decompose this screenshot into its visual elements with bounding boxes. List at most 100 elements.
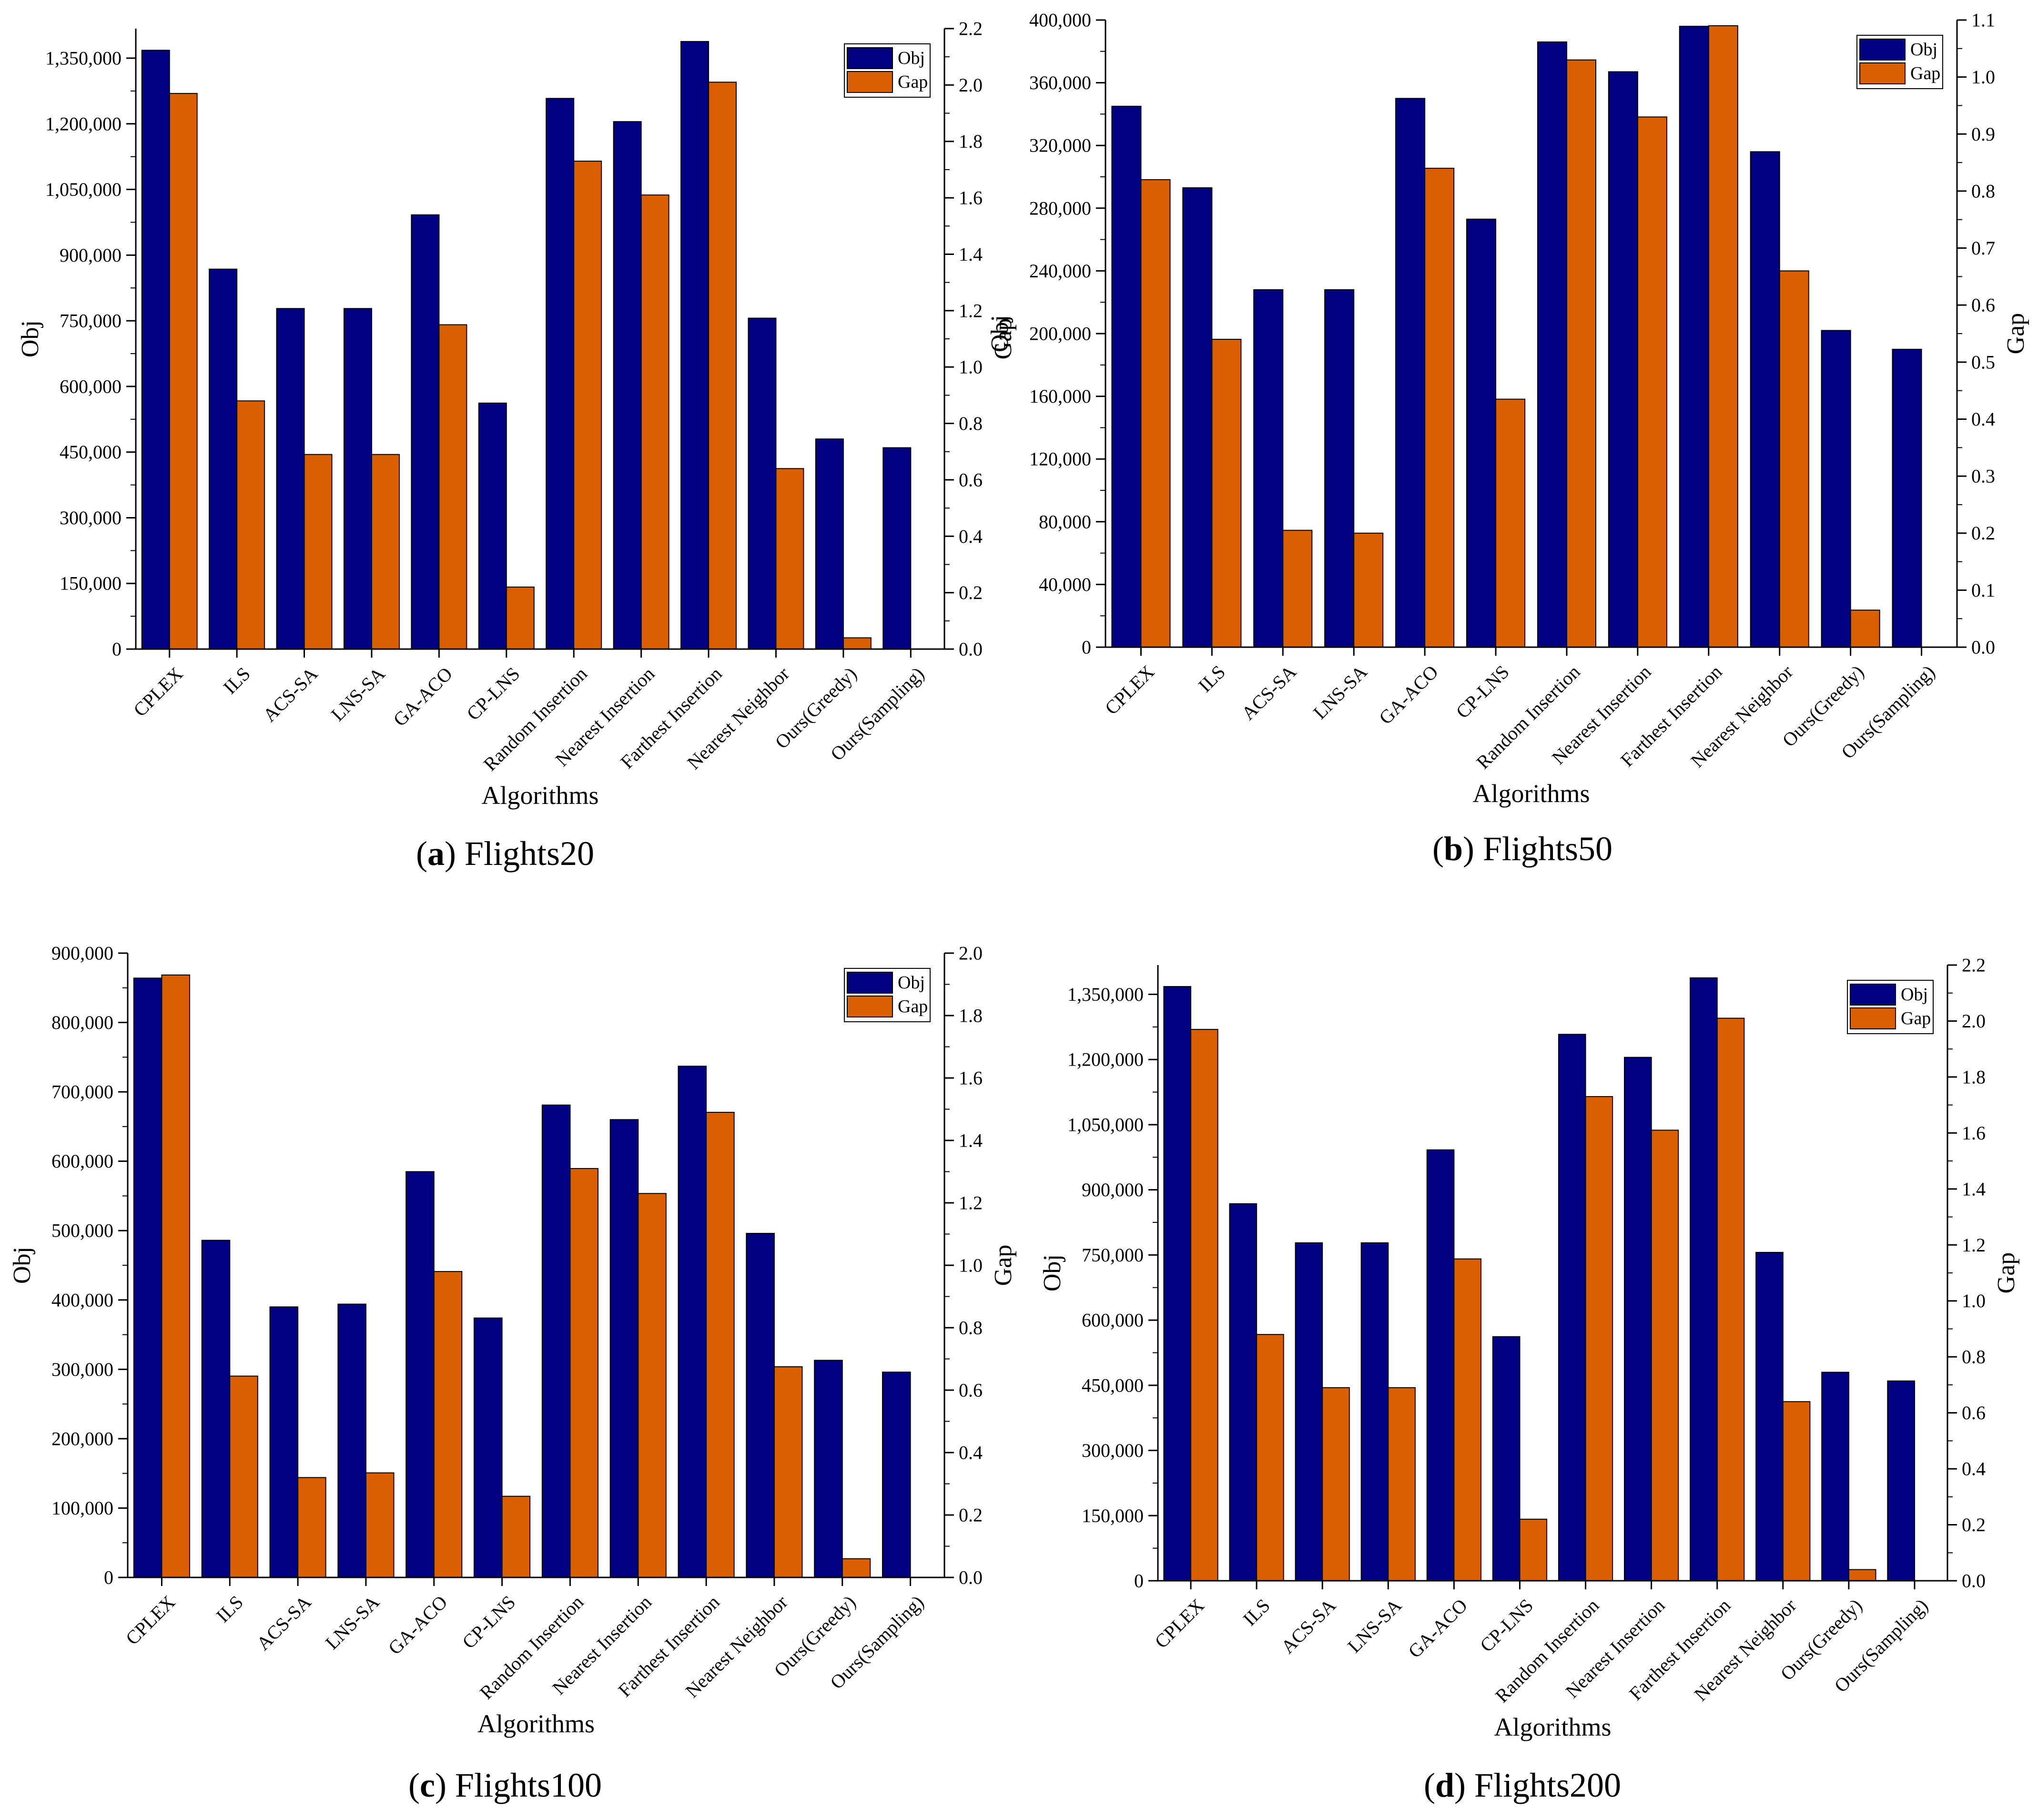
y-tick-label: 600,000 bbox=[1082, 1310, 1144, 1331]
bar-obj bbox=[1360, 1242, 1389, 1581]
bar-gap bbox=[433, 1271, 463, 1578]
y-tick-label: 1,200,000 bbox=[1067, 1049, 1144, 1070]
y-tick-label: 600,000 bbox=[60, 376, 122, 397]
legend-label-gap: Gap bbox=[1910, 63, 1940, 83]
y-tick-label: 600,000 bbox=[51, 1150, 113, 1172]
bar-gap bbox=[1850, 610, 1880, 648]
y2-tick-label: 0.2 bbox=[1962, 1514, 1986, 1535]
legend-label-obj: Obj bbox=[1910, 40, 1937, 60]
bar-obj bbox=[1821, 330, 1851, 648]
bar-obj bbox=[406, 1171, 435, 1578]
bar-gap bbox=[1495, 398, 1526, 648]
bar-gap bbox=[304, 454, 333, 650]
bar-gap bbox=[842, 637, 872, 650]
y2-tick-label: 0.8 bbox=[959, 1317, 983, 1339]
bar-gap bbox=[706, 1112, 735, 1578]
legend-label-gap: Gap bbox=[898, 996, 928, 1017]
y2-tick-label: 0.0 bbox=[1971, 637, 1995, 658]
bar-obj bbox=[1111, 105, 1142, 648]
bar-obj bbox=[337, 1303, 366, 1578]
bar-obj bbox=[1537, 41, 1567, 648]
y2-tick-label: 0.6 bbox=[959, 1380, 983, 1401]
legend-label-gap: Gap bbox=[1901, 1008, 1931, 1028]
caption-letter: c bbox=[420, 1766, 435, 1804]
bar-gap bbox=[1848, 1569, 1876, 1581]
y-axis-title: Obj bbox=[1039, 1254, 1066, 1291]
y-tick-label: 120,000 bbox=[1029, 448, 1091, 470]
bar-gap bbox=[1637, 116, 1667, 648]
bar-obj bbox=[1750, 151, 1780, 648]
y-tick-label: 150,000 bbox=[1082, 1505, 1144, 1526]
y-tick-label: 400,000 bbox=[1029, 10, 1091, 31]
y2-tick-label: 1.6 bbox=[959, 1068, 983, 1089]
y2-tick-label: 1.6 bbox=[1962, 1122, 1986, 1144]
y2-tick-label: 1.2 bbox=[1962, 1234, 1986, 1256]
y-tick-label: 0 bbox=[112, 639, 122, 660]
y2-axis-title: Gap bbox=[2002, 313, 2029, 355]
y-tick-label: 300,000 bbox=[60, 507, 122, 529]
bar-gap bbox=[506, 586, 535, 650]
bar-gap bbox=[1519, 1518, 1548, 1582]
caption-paren-open: ( bbox=[408, 1766, 420, 1804]
y2-tick-label: 1.4 bbox=[959, 1130, 983, 1151]
bar-obj bbox=[276, 308, 305, 650]
y-tick-label: 700,000 bbox=[51, 1081, 113, 1103]
bar-gap bbox=[1782, 1401, 1811, 1582]
bar-obj bbox=[1492, 1336, 1521, 1581]
bar-gap bbox=[1282, 529, 1313, 648]
bar-obj bbox=[1466, 218, 1497, 648]
bar-obj bbox=[746, 1233, 775, 1578]
y2-tick-label: 1.2 bbox=[959, 1192, 983, 1214]
caption: (a) Flights20 bbox=[416, 834, 594, 873]
y2-axis-title: Gap bbox=[990, 1245, 1017, 1286]
y-tick-label: 1,350,000 bbox=[45, 48, 122, 69]
bar-gap bbox=[569, 1168, 598, 1578]
bar-obj bbox=[1324, 289, 1355, 648]
caption: (d) Flights200 bbox=[1424, 1766, 1621, 1804]
y-tick-label: 1,050,000 bbox=[1067, 1114, 1144, 1135]
bar-obj bbox=[680, 41, 710, 650]
y-tick-label: 900,000 bbox=[51, 943, 113, 964]
bar-gap bbox=[1566, 59, 1597, 648]
y-tick-label: 800,000 bbox=[51, 1012, 113, 1033]
caption-letter: a bbox=[427, 834, 445, 873]
bar-gap bbox=[1388, 1387, 1416, 1581]
y-tick-label: 0 bbox=[104, 1567, 113, 1588]
bar-obj bbox=[1892, 348, 1922, 648]
y2-tick-label: 0.5 bbox=[1971, 351, 1995, 373]
bar-gap bbox=[1424, 168, 1455, 648]
y2-tick-label: 1.0 bbox=[1971, 66, 1995, 88]
y2-tick-label: 0.6 bbox=[1971, 295, 1995, 316]
y-tick-label: 450,000 bbox=[1082, 1374, 1144, 1396]
y2-tick-label: 0.0 bbox=[1962, 1570, 1986, 1592]
y2-tick-label: 2.0 bbox=[959, 943, 983, 964]
caption: (c) Flights100 bbox=[408, 1766, 602, 1804]
caption-letter: d bbox=[1435, 1766, 1454, 1804]
y-tick-label: 200,000 bbox=[51, 1428, 113, 1449]
bar-gap bbox=[842, 1558, 871, 1578]
bar-obj bbox=[609, 1119, 639, 1578]
bar-gap bbox=[501, 1495, 531, 1578]
y2-tick-label: 1.6 bbox=[959, 187, 983, 209]
bar-gap bbox=[236, 400, 265, 650]
bar-obj bbox=[613, 121, 642, 650]
y2-tick-label: 0.4 bbox=[1962, 1458, 1986, 1480]
bar-gap bbox=[1585, 1096, 1613, 1581]
bar-obj bbox=[1182, 187, 1213, 648]
bar-obj bbox=[882, 447, 912, 650]
bar-gap bbox=[1651, 1129, 1679, 1582]
bar-obj bbox=[269, 1306, 299, 1578]
bar-gap bbox=[371, 454, 400, 650]
y2-tick-label: 0.0 bbox=[959, 1567, 983, 1588]
legend-label-gap: Gap bbox=[898, 72, 928, 92]
y2-tick-label: 1.2 bbox=[959, 300, 983, 321]
y2-tick-label: 2.0 bbox=[959, 74, 983, 96]
y-tick-label: 360,000 bbox=[1029, 72, 1091, 93]
bar-obj bbox=[1608, 71, 1638, 648]
bar-gap bbox=[169, 93, 198, 650]
bar-gap bbox=[438, 324, 467, 650]
bar-obj bbox=[1755, 1251, 1784, 1581]
y-tick-label: 320,000 bbox=[1029, 135, 1091, 156]
y2-tick-label: 1.4 bbox=[1962, 1178, 1986, 1200]
